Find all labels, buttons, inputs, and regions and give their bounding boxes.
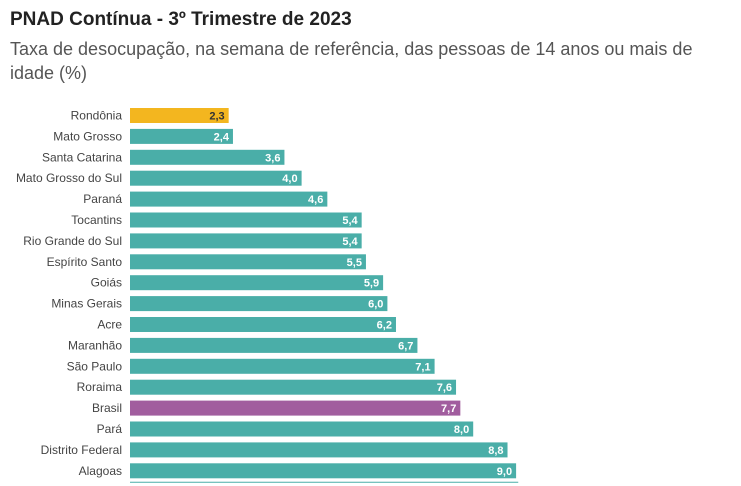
bar — [130, 400, 461, 416]
bar — [130, 296, 388, 312]
value-label: 2,3 — [209, 111, 224, 123]
value-label: 5,5 — [347, 257, 362, 269]
bar — [130, 317, 396, 332]
bar — [130, 463, 517, 479]
category-label: Goiás — [91, 276, 122, 290]
bar — [130, 358, 435, 374]
value-label: 8,8 — [488, 445, 503, 457]
bar — [130, 421, 474, 437]
category-label: Minas Gerais — [51, 297, 122, 311]
value-label: 4,6 — [308, 194, 323, 206]
value-label: 7,7 — [441, 403, 456, 415]
category-label: Alagoas — [79, 464, 122, 478]
value-label: 7,6 — [437, 382, 452, 394]
value-label: 4,0 — [282, 173, 297, 185]
category-label: Roraima — [77, 380, 123, 394]
value-label: 5,4 — [342, 236, 358, 248]
category-label: Paraná — [83, 192, 122, 206]
category-label: Acre — [97, 318, 122, 332]
bar — [130, 191, 328, 207]
category-label: Espírito Santo — [47, 255, 123, 269]
value-label: 8,0 — [454, 424, 469, 436]
category-label: Mato Grosso do Sul — [16, 171, 122, 185]
category-label: Tocantins — [71, 213, 122, 227]
bar — [130, 170, 302, 186]
bar — [130, 212, 362, 228]
value-label: 7,1 — [415, 361, 430, 373]
value-label: 5,4 — [342, 215, 358, 227]
category-label: Santa Catarina — [42, 150, 122, 164]
chart-title: PNAD Contínua - 3º Trimestre de 2023 — [10, 9, 352, 30]
category-label: Pará — [97, 422, 123, 436]
value-label: 3,6 — [265, 152, 280, 164]
bar — [130, 149, 285, 165]
category-label: Maranhão — [68, 338, 122, 352]
category-label: Mato Grosso — [53, 129, 122, 143]
value-label: 6,0 — [368, 299, 383, 311]
category-label: Brasil — [92, 401, 122, 415]
category-label: Rio Grande do Sul — [23, 234, 122, 248]
bar — [130, 108, 229, 123]
bar — [130, 275, 384, 291]
bar — [130, 337, 418, 353]
value-label: 6,2 — [377, 320, 392, 332]
category-label: Distrito Federal — [41, 443, 122, 457]
category-label: Rondônia — [71, 109, 123, 123]
bar — [130, 254, 366, 270]
value-label: 6,7 — [398, 340, 413, 352]
chart-subtitle: Taxa de desocupação, na semana de referê… — [10, 39, 693, 83]
bar — [130, 128, 233, 144]
bar — [130, 379, 457, 395]
value-label: 5,9 — [364, 278, 379, 290]
value-label: 9,0 — [497, 466, 512, 478]
value-label: 2,4 — [214, 131, 230, 143]
bar — [130, 442, 508, 458]
bar — [130, 233, 362, 249]
category-label: São Paulo — [67, 359, 123, 373]
